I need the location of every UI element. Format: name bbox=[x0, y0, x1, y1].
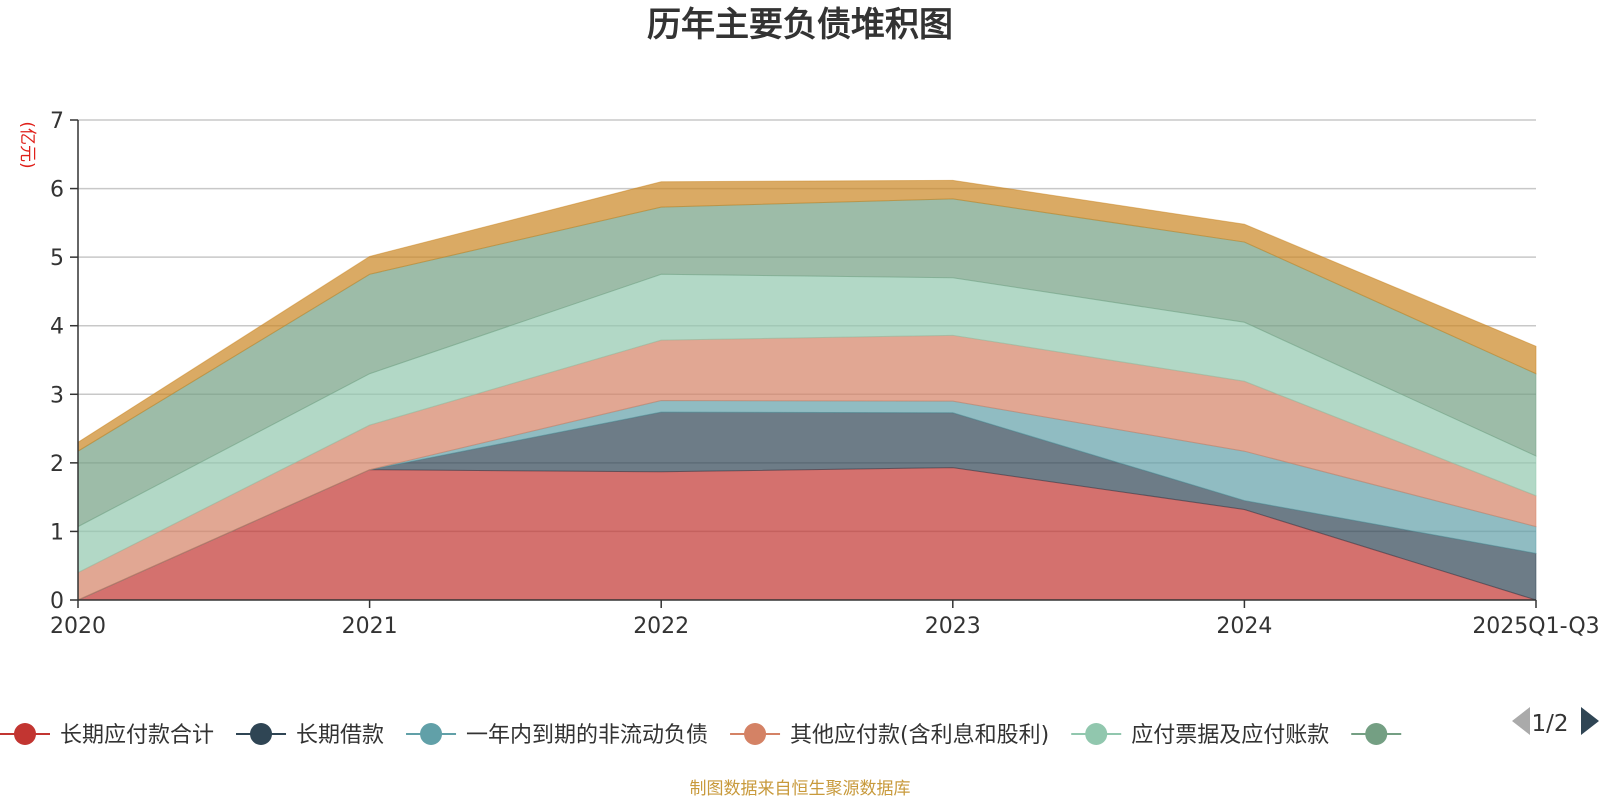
legend-label: 长期应付款合计 bbox=[60, 723, 214, 748]
pager-prev-icon[interactable] bbox=[1512, 707, 1530, 735]
y-tick-label: 2 bbox=[50, 452, 64, 477]
pager-text: 1/2 bbox=[1531, 711, 1568, 737]
legend-item[interactable]: 长期借款 bbox=[236, 723, 384, 748]
x-tick-label: 2025Q1-Q3 bbox=[1472, 614, 1599, 639]
axes: 0 1 2 3 4 5 6 7 2020 2021 2022 2023 2024 2025Q1-Q3 bbox=[50, 109, 1600, 639]
legend-item[interactable] bbox=[1351, 723, 1402, 745]
x-tick-label: 2020 bbox=[50, 614, 106, 639]
legend-circle-icon bbox=[420, 723, 443, 745]
legend-label: 长期借款 bbox=[296, 723, 384, 748]
x-tick-label: 2021 bbox=[342, 614, 398, 639]
y-tick-label: 3 bbox=[50, 383, 64, 408]
chart-title: 历年主要负债堆积图 bbox=[647, 5, 953, 45]
legend-circle-icon bbox=[1365, 723, 1388, 745]
legend-circle-icon bbox=[14, 723, 36, 745]
legend-item[interactable]: 一年内到期的非流动负债 bbox=[406, 723, 708, 748]
legend: 长期应付款合计 长期借款 一年内到期的非流动负债 其他应付款(含利息和股利) 应付票据及… bbox=[0, 723, 1402, 748]
pager-next-icon[interactable] bbox=[1581, 707, 1599, 735]
x-tick-label: 2022 bbox=[633, 614, 689, 639]
y-tick-label: 1 bbox=[50, 520, 64, 545]
stacked-areas bbox=[77, 179, 1537, 601]
y-tick-label: 7 bbox=[50, 109, 64, 134]
y-axis-unit-label: (亿元) bbox=[17, 121, 37, 168]
legend-label: 应付票据及应付账款 bbox=[1131, 723, 1329, 748]
legend-circle-icon bbox=[1085, 723, 1108, 745]
data-source-note: 制图数据来自恒生聚源数据库 bbox=[690, 779, 911, 799]
y-tick-label: 0 bbox=[50, 589, 64, 614]
y-tick-label: 5 bbox=[50, 246, 64, 271]
legend-label: 一年内到期的非流动负债 bbox=[466, 723, 708, 748]
x-tick-label: 2024 bbox=[1216, 614, 1272, 639]
legend-circle-icon bbox=[250, 723, 273, 745]
x-tick-label: 2023 bbox=[925, 614, 981, 639]
area-series-6 bbox=[77, 179, 1537, 453]
legend-circle-icon bbox=[744, 723, 767, 745]
y-tick-label: 4 bbox=[50, 315, 64, 340]
legend-item[interactable]: 长期应付款合计 bbox=[0, 723, 214, 748]
legend-item[interactable]: 应付票据及应付账款 bbox=[1071, 723, 1329, 748]
legend-pager: 1/2 bbox=[1512, 707, 1599, 737]
legend-item[interactable]: 其他应付款(含利息和股利) bbox=[730, 723, 1049, 748]
legend-label: 其他应付款(含利息和股利) bbox=[790, 723, 1049, 748]
y-tick-label: 6 bbox=[50, 178, 64, 203]
